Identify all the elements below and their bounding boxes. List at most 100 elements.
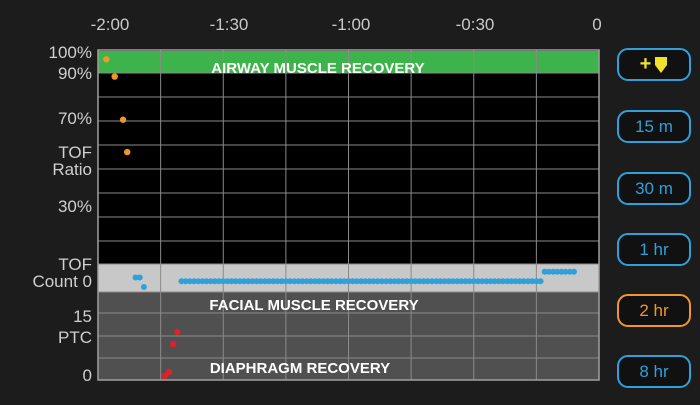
tof-count-point <box>332 278 339 285</box>
tof-count-point <box>529 278 536 285</box>
data-marks <box>103 56 577 380</box>
tof-count-point <box>412 278 419 285</box>
tof-count-point <box>349 278 356 285</box>
tof-count-point <box>191 278 198 285</box>
ptc-label-0: 0 <box>83 366 92 385</box>
tof-count-point <box>533 278 540 285</box>
tof-count-point <box>383 278 390 285</box>
tof-count-point <box>186 278 193 285</box>
range-15m-button[interactable]: 15 m <box>617 110 691 143</box>
tof-count-point <box>257 278 264 285</box>
tof-count-point <box>182 278 189 285</box>
tof-count-point <box>445 278 452 285</box>
add-marker-button[interactable]: + <box>617 48 691 81</box>
time-label: -0:30 <box>456 15 495 34</box>
range-1hr-label: 1 hr <box>639 239 669 259</box>
tof-count-point <box>458 278 465 285</box>
tof-count-point <box>299 278 306 285</box>
tof-count-point <box>483 278 490 285</box>
ptc-label: PTC <box>58 328 92 347</box>
tof-ratio-point <box>119 116 127 123</box>
tof-count-point <box>449 278 456 285</box>
tof-count-point <box>370 278 377 285</box>
tof-count-point <box>395 278 402 285</box>
tof-count-point <box>337 278 344 285</box>
tof-count-point <box>537 278 544 285</box>
range-2hr-label: 2 hr <box>639 300 669 320</box>
tof-count-point <box>470 278 477 285</box>
tof-count-point <box>228 278 235 285</box>
tof-count-point <box>307 278 314 285</box>
tof-count-point <box>387 278 394 285</box>
tof-count-point <box>433 278 440 285</box>
tof-count-point <box>236 278 243 285</box>
time-label: -1:00 <box>332 15 371 34</box>
tof-count-point <box>399 278 406 285</box>
tof-count-point <box>278 278 285 285</box>
tof-count-point <box>391 278 398 285</box>
tof-count-point <box>408 278 415 285</box>
tof-ratio-point <box>111 73 118 80</box>
tof-count-point <box>203 278 210 285</box>
ptc-label-15: 15 <box>73 307 92 326</box>
tof-count-point <box>274 278 281 285</box>
ptc-point <box>174 328 181 336</box>
tof-count-point <box>312 278 319 285</box>
tof-count-point <box>441 278 448 285</box>
tof-count-point <box>291 278 298 285</box>
range-8hr-label: 8 hr <box>639 361 669 381</box>
tof-count-point <box>287 278 294 285</box>
tof-count-point <box>554 268 561 275</box>
tof-count-point <box>178 278 185 285</box>
tof-count-point <box>353 278 360 285</box>
tof-count-point <box>199 278 206 285</box>
tof-count-point <box>366 278 373 285</box>
tof-count-point <box>495 278 502 285</box>
tof-count-point <box>479 278 486 285</box>
marker-flag-icon <box>655 56 668 73</box>
tof-count-point <box>541 268 548 275</box>
tof-count-point <box>499 278 506 285</box>
tof-count-point <box>195 278 202 285</box>
tof-count-point <box>249 278 256 285</box>
tof-count-point <box>416 278 423 285</box>
ptc-point <box>165 368 173 376</box>
tof-ratio-point <box>103 56 110 63</box>
tof-count-point <box>136 274 143 281</box>
ptc-point <box>161 372 168 380</box>
tof-count-point <box>403 278 410 285</box>
tof-count-point <box>512 278 519 285</box>
tof-count-point <box>374 278 381 285</box>
range-8hr-button[interactable]: 8 hr <box>617 355 691 388</box>
tof-count-point <box>270 278 277 285</box>
tof-count-point <box>320 278 327 285</box>
tof-count-point <box>362 278 369 285</box>
tof-count-point <box>429 278 435 285</box>
tof-count-point <box>341 278 348 285</box>
time-label: -1:30 <box>210 15 249 34</box>
y-label-70: 70% <box>58 109 92 128</box>
range-1hr-button[interactable]: 1 hr <box>617 233 691 266</box>
tof-count-point <box>328 278 335 285</box>
tof-count-point <box>545 268 552 275</box>
tof-count-point <box>504 278 511 285</box>
tof-count-point <box>262 278 268 285</box>
facial-band-label: FACIAL MUSCLE RECOVERY <box>209 297 418 314</box>
time-label: 0 <box>592 15 601 34</box>
range-30m-button[interactable]: 30 m <box>617 172 691 205</box>
tof-count-point <box>220 278 227 285</box>
tof-count-point <box>241 278 248 285</box>
tof-count-point <box>266 278 273 285</box>
range-2hr-button[interactable]: 2 hr <box>617 294 691 327</box>
tof-count-point <box>508 278 515 285</box>
tof-count-label-line1: TOF <box>58 255 92 274</box>
tof-count-point <box>324 278 331 285</box>
tof-count-point <box>454 278 461 285</box>
tof-ratio-label-line2: Ratio <box>52 160 92 179</box>
diaphragm-band-label: DIAPHRAGM RECOVERY <box>210 360 390 377</box>
tof-count-point <box>466 278 473 285</box>
tof-count-point <box>487 278 494 285</box>
tof-count-point <box>378 278 385 285</box>
